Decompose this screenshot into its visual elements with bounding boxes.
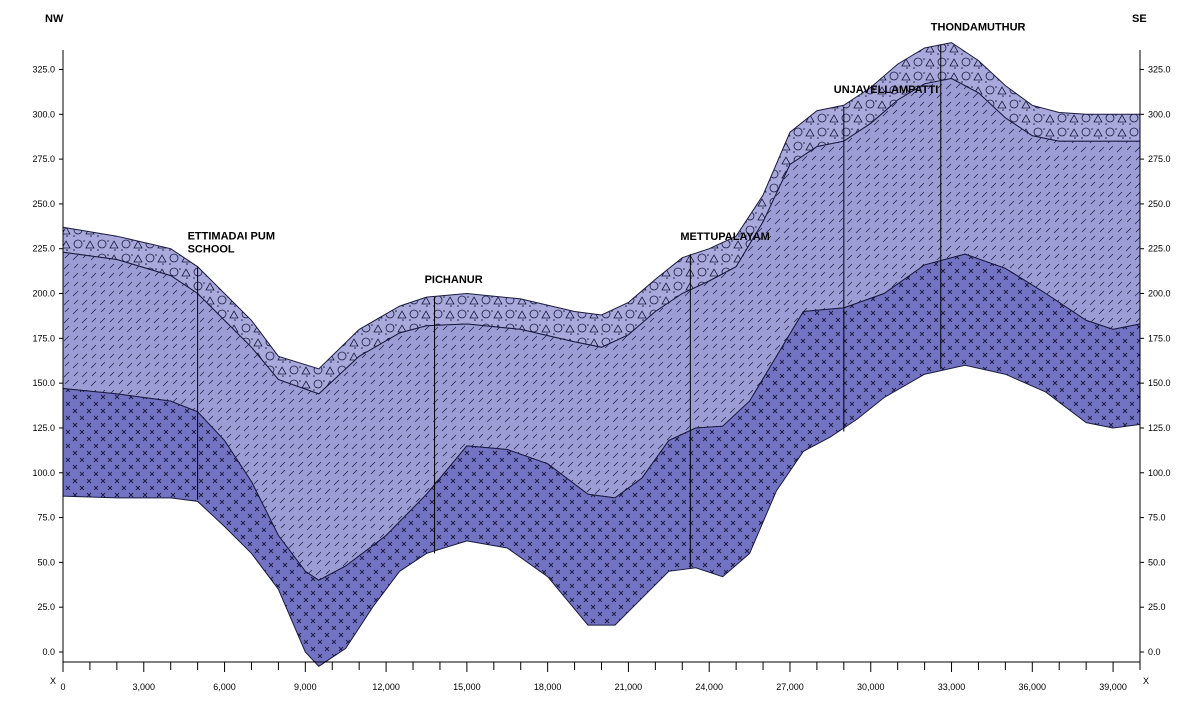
y-tick-label-right: 175.0 [1148, 333, 1171, 343]
y-tick-label-left: 75.0 [37, 513, 55, 523]
well-label-line: UNJAVELLAMPATTI [834, 84, 939, 96]
x-tick-label: 18,000 [534, 682, 562, 692]
y-tick-label-left: 100.0 [32, 468, 55, 478]
y-tick-label-left: 0.0 [42, 647, 55, 657]
y-tick-label-left: 150.0 [32, 378, 55, 388]
x-axis-end-label-right: X [1143, 676, 1149, 686]
well-label-line: THONDAMUTHUR [931, 21, 1026, 33]
y-tick-label-left: 300.0 [32, 109, 55, 119]
x-tick-label: 6,000 [213, 682, 236, 692]
well-label-1: PICHANUR [425, 274, 483, 286]
y-tick-label-right: 75.0 [1148, 513, 1166, 523]
x-tick-label: 12,000 [372, 682, 400, 692]
y-tick-label-left: 275.0 [32, 154, 55, 164]
y-tick-label-left: 125.0 [32, 423, 55, 433]
x-tick-label: 9,000 [294, 682, 317, 692]
layer-cross-pattern [62, 253, 1141, 667]
x-tick-label: 24,000 [695, 682, 723, 692]
x-tick-label: 0 [60, 682, 65, 692]
x-tick-label: 36,000 [1019, 682, 1047, 692]
well-lines: ETTIMADAI PUM SCHOOL PICHANUR METTUPALAYAM U… [188, 21, 1026, 568]
direction-right-label: SE [1132, 13, 1147, 25]
x-tick-label: 21,000 [615, 682, 643, 692]
x-axis-end-label-left: X [50, 676, 56, 686]
well-label-0: ETTIMADAI PUM SCHOOL [188, 231, 275, 256]
y-tick-label-left: 325.0 [32, 65, 55, 75]
y-tick-label-right: 300.0 [1148, 109, 1171, 119]
x-tick-label: 27,000 [776, 682, 804, 692]
axes: 0.0 0.0 25.0 25.0 50.0 50.0 75.0 75.0 100.0 100.0… [32, 50, 1171, 692]
well-label-line: METTUPALAYAM [680, 231, 769, 243]
stratigraphic-layers [62, 42, 1141, 667]
well-label-line: PICHANUR [425, 274, 483, 286]
well-label-line: SCHOOL [188, 244, 235, 256]
y-tick-label-right: 100.0 [1148, 468, 1171, 478]
y-tick-label-left: 200.0 [32, 289, 55, 299]
y-tick-label-right: 125.0 [1148, 423, 1171, 433]
y-tick-label-right: 0.0 [1148, 647, 1161, 657]
y-tick-label-right: 275.0 [1148, 154, 1171, 164]
x-tick-label: 30,000 [857, 682, 885, 692]
well-label-line: ETTIMADAI PUM [188, 231, 275, 243]
y-tick-label-left: 250.0 [32, 199, 55, 209]
y-tick-label-right: 25.0 [1148, 602, 1166, 612]
y-tick-label-right: 250.0 [1148, 199, 1171, 209]
y-tick-label-left: 175.0 [32, 333, 55, 343]
y-tick-label-right: 225.0 [1148, 244, 1171, 254]
y-tick-label-right: 50.0 [1148, 557, 1166, 567]
x-tick-label: 3,000 [133, 682, 156, 692]
y-tick-label-right: 325.0 [1148, 65, 1171, 75]
y-tick-label-right: 200.0 [1148, 289, 1171, 299]
y-tick-label-right: 150.0 [1148, 378, 1171, 388]
direction-left-label: NW [45, 13, 64, 25]
y-tick-label-left: 225.0 [32, 244, 55, 254]
x-tick-label: 39,000 [1099, 682, 1127, 692]
x-tick-label: 15,000 [453, 682, 481, 692]
well-label-3: UNJAVELLAMPATTI [834, 84, 939, 96]
y-tick-label-left: 25.0 [37, 602, 55, 612]
well-label-2: METTUPALAYAM [680, 231, 769, 243]
y-tick-label-left: 50.0 [37, 557, 55, 567]
x-tick-label: 33,000 [938, 682, 966, 692]
well-label-4: THONDAMUTHUR [931, 21, 1026, 33]
